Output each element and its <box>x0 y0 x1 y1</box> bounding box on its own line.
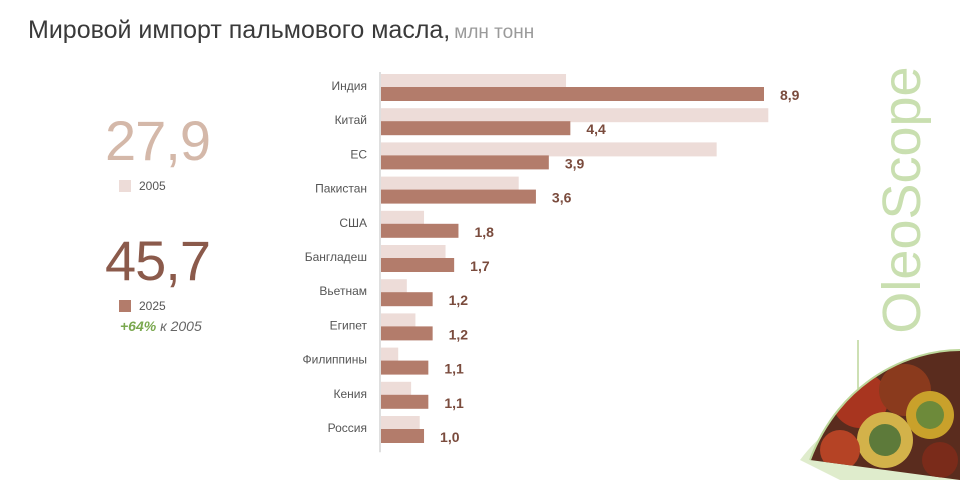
bar-2005 <box>381 108 769 123</box>
palm-fruit-image <box>800 340 960 480</box>
legend-2005: 2005 <box>119 179 166 193</box>
growth-text: к 2005 <box>160 318 202 334</box>
bar-2025 <box>381 223 459 238</box>
title-unit: млн тонн <box>454 22 535 43</box>
bar-2025 <box>381 292 433 307</box>
legend-swatch-2005 <box>119 180 131 192</box>
bar-2005 <box>381 416 420 430</box>
category-label: Россия <box>328 421 367 435</box>
category-label: США <box>339 216 367 230</box>
value-label: 1,0 <box>440 429 460 445</box>
brand-logo-text: OleoScope <box>872 66 932 333</box>
value-label: 1,8 <box>474 224 494 240</box>
bar-2005 <box>381 245 446 259</box>
legend-2025: 2025 <box>119 299 166 313</box>
value-label: 1,2 <box>449 292 469 308</box>
oleoscope-logo: OleoScope <box>872 66 932 333</box>
category-label: Египет <box>330 318 368 332</box>
value-label: 8,9 <box>780 87 800 103</box>
category-label: Филиппины <box>303 353 367 367</box>
value-label: 3,6 <box>552 190 572 206</box>
category-label: Бангладеш <box>305 250 367 264</box>
value-label: 1,7 <box>470 258 490 274</box>
total-2005-value: 27,9 <box>105 109 211 172</box>
category-label: Пакистан <box>315 182 367 196</box>
bar-2025 <box>381 429 425 443</box>
growth-percent: +64% <box>120 318 157 334</box>
bar-2025 <box>381 360 429 375</box>
title-text: Мировой импорт пальмового масла, <box>28 16 451 44</box>
bar-2025 <box>381 121 571 136</box>
bar-2005 <box>381 381 412 396</box>
bar-2025 <box>381 87 764 101</box>
category-label: ЕС <box>350 147 367 161</box>
chart-title: Мировой импорт пальмового масла, млн тонн <box>28 16 534 45</box>
value-label: 1,1 <box>444 361 464 377</box>
bar-2005 <box>381 74 567 88</box>
bar-2005 <box>381 210 425 225</box>
category-label: Кения <box>334 387 368 401</box>
legend-swatch-2025 <box>119 300 131 312</box>
value-label: 4,4 <box>586 121 606 137</box>
bar-2025 <box>381 189 536 204</box>
legend-label-2005: 2005 <box>139 179 166 193</box>
bar-2025 <box>381 155 549 170</box>
bar-2025 <box>381 326 433 341</box>
bar-2005 <box>381 313 416 328</box>
bar-2005 <box>381 142 717 157</box>
growth-note: +64% к 2005 <box>120 318 202 334</box>
bar-2025 <box>381 394 429 409</box>
value-label: 3,9 <box>565 155 585 171</box>
bar-2005 <box>381 279 407 294</box>
category-label: Индия <box>332 79 367 93</box>
bar-2005 <box>381 176 519 191</box>
value-label: 1,1 <box>444 395 464 411</box>
bar-2005 <box>381 347 399 362</box>
bar-2025 <box>381 258 455 272</box>
legend-label-2025: 2025 <box>139 299 166 313</box>
category-label: Китай <box>335 113 367 127</box>
value-label: 1,2 <box>449 326 469 342</box>
total-2025-value: 45,7 <box>105 229 211 292</box>
category-label: Вьетнам <box>319 284 367 298</box>
